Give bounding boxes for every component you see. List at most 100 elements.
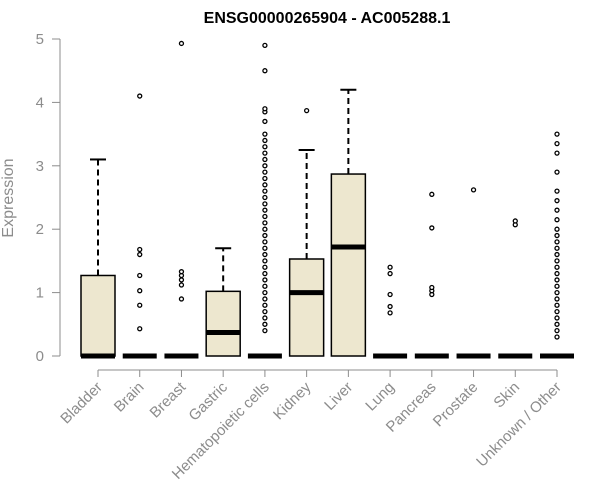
outlier-point [262, 42, 268, 48]
outlier-point [137, 326, 143, 332]
box-group [498, 218, 533, 359]
outlier-point [178, 40, 185, 47]
box-group [414, 191, 449, 359]
outlier-point [554, 207, 560, 213]
box-group [288, 107, 325, 357]
outlier-point [262, 245, 268, 251]
outlier-point [303, 107, 310, 114]
outlier-point [554, 150, 560, 156]
x-tick-label: Prostate [430, 379, 482, 431]
outlier-point [387, 264, 393, 270]
box-body [288, 258, 325, 357]
box-group [205, 247, 241, 357]
outlier-point [554, 131, 560, 137]
outlier-point [512, 218, 518, 224]
outlier-point [262, 302, 268, 308]
outlier-point [262, 251, 268, 258]
outlier-point [262, 188, 268, 194]
outlier-point [554, 232, 560, 239]
y-tick-label: 2 [36, 221, 44, 238]
outlier-point [554, 277, 560, 283]
y-tick-label: 4 [36, 94, 44, 111]
x-tick-label: Lung [362, 379, 398, 415]
box-group [330, 88, 367, 357]
y-tick-label: 5 [36, 31, 44, 48]
outlier-point [137, 251, 143, 258]
outlier-point [554, 251, 560, 258]
x-tick-label: Liver [321, 379, 356, 414]
outlier-point [554, 302, 560, 308]
outlier-point [554, 308, 560, 315]
box-body [205, 290, 241, 357]
box-group [122, 93, 157, 359]
outlier-point [262, 137, 268, 144]
outlier-point [554, 289, 560, 296]
outlier-point [178, 277, 185, 283]
outlier-point [554, 239, 560, 245]
outlier-point [262, 144, 268, 150]
outlier-point [554, 188, 560, 194]
outlier-point [262, 118, 268, 125]
outlier-point [262, 213, 268, 220]
outlier-point [262, 270, 268, 277]
y-tick-label: 1 [36, 285, 44, 302]
box-group [164, 40, 199, 359]
outlier-point [554, 226, 560, 232]
outlier-point [554, 296, 560, 302]
outlier-point [262, 321, 268, 327]
outlier-point [137, 93, 143, 99]
outlier-point [387, 303, 393, 310]
outlier-point [262, 296, 268, 302]
chart-title: ENSG00000265904 - AC005288.1 [204, 10, 451, 27]
outlier-point [387, 291, 393, 298]
outlier-point [470, 187, 477, 193]
outlier-point [137, 272, 143, 279]
outlier-point [554, 217, 560, 223]
outlier-point [554, 140, 560, 147]
y-tick-label: 0 [36, 348, 44, 365]
outlier-point [554, 169, 560, 175]
outlier-point [262, 232, 268, 239]
outlier-point [262, 239, 268, 245]
x-tick-label: Brain [111, 379, 148, 416]
outlier-point [554, 270, 560, 277]
outlier-point [387, 270, 393, 277]
outlier-point [429, 191, 435, 197]
outlier-point [178, 296, 185, 302]
outlier-point [262, 220, 268, 226]
x-tick-label: Skin [490, 379, 523, 412]
outlier-point [262, 315, 268, 321]
box-body [330, 173, 367, 357]
box-group [80, 158, 116, 359]
outlier-point [554, 264, 560, 270]
y-tick-label: 3 [36, 158, 44, 175]
x-tick-label: Breast [147, 378, 190, 421]
outlier-point [262, 194, 268, 201]
outlier-point [262, 289, 268, 296]
boxes-layer [80, 40, 574, 359]
y-axis-ticks: 0 1 2 3 4 5 [36, 31, 60, 365]
outlier-point [262, 182, 268, 188]
outlier-point [262, 201, 268, 207]
outlier-point [262, 150, 268, 156]
box-group [373, 264, 408, 359]
outlier-point [262, 106, 268, 112]
x-tick-label: Bladder [57, 379, 106, 428]
outlier-point [137, 288, 143, 294]
outlier-point [262, 156, 268, 163]
outlier-point [262, 277, 268, 283]
outlier-point [262, 68, 268, 74]
box-group [540, 131, 574, 359]
outlier-point [262, 327, 268, 334]
outlier-point [178, 282, 185, 288]
outlier-point [262, 308, 268, 315]
outlier-point [262, 283, 268, 289]
outlier-point [554, 321, 560, 327]
outlier-point [262, 264, 268, 270]
outlier-point [137, 302, 143, 308]
outlier-point [262, 258, 268, 264]
outlier-point [554, 258, 560, 264]
outlier-point [554, 327, 560, 334]
outlier-point [554, 245, 560, 251]
